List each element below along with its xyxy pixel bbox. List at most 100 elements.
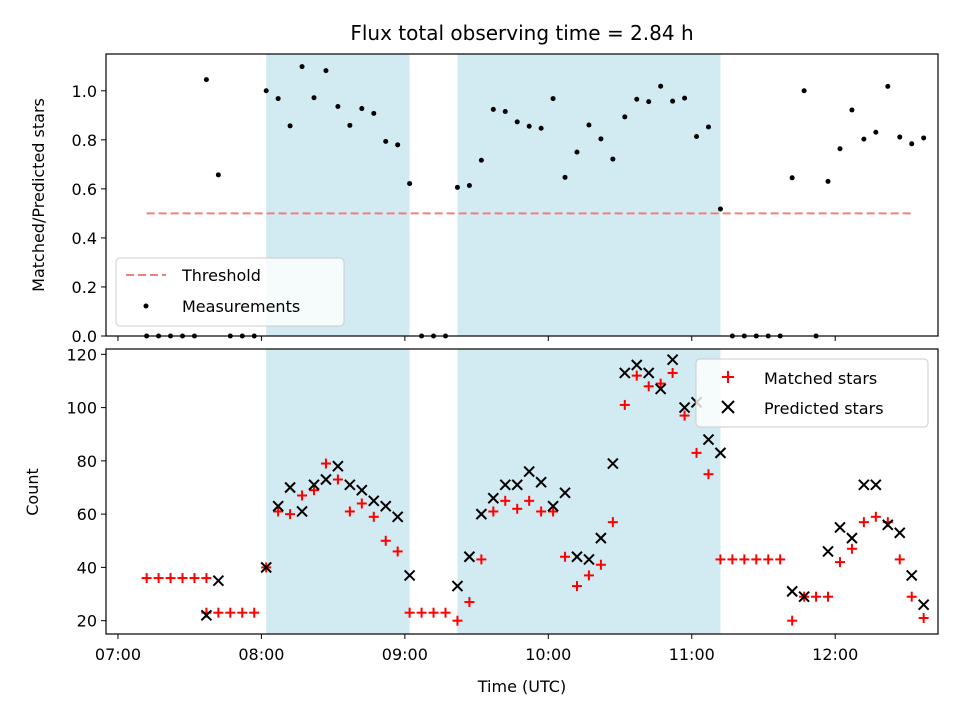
measurement-point — [335, 104, 341, 110]
predicted-star-marker — [403, 569, 416, 582]
matched-star-marker — [488, 506, 499, 517]
predicted-star-marker — [391, 511, 404, 523]
matched-legend-swatch — [722, 371, 734, 383]
predicted-star-marker — [917, 598, 930, 611]
x-axis-label: Time (UTC) — [477, 677, 566, 696]
predicted-star-marker — [595, 532, 607, 544]
count-x-ticks: 07:00 08:00 09:00 10:00 11:00 12:00 — [95, 634, 858, 664]
ratio-y-axis-label: Matched/Predicted stars — [29, 98, 48, 292]
matched-star-marker — [655, 378, 666, 389]
x-tick-label: 08:00 — [238, 645, 284, 664]
measurement-point — [921, 135, 927, 141]
matched-star-marker — [273, 506, 284, 517]
predicted-star-marker — [284, 481, 296, 494]
measurement-point — [682, 95, 688, 101]
predicted-star-marker — [714, 447, 727, 459]
matched-star-marker — [416, 607, 427, 618]
predicted-star-marker — [607, 457, 619, 470]
matched-star-marker — [846, 543, 857, 554]
measurement-point — [311, 95, 317, 101]
matched-star-marker — [536, 506, 547, 517]
matched-star-marker — [356, 498, 367, 509]
ratio-x-ticks — [117, 336, 836, 341]
y-tick-label: 120 — [66, 345, 97, 364]
predicted-star-marker — [332, 460, 344, 472]
matched-star-marker — [237, 607, 248, 618]
predicted-star-marker — [834, 521, 846, 534]
count-y-axis-label: Count — [23, 468, 42, 516]
x-tick-label: 09:00 — [382, 645, 428, 664]
ratio-panel: 0.0 0.2 0.4 0.6 0.8 1.0 Matched/Predicted sta… — [29, 53, 939, 346]
matched-legend-label: Matched stars — [764, 369, 877, 388]
matched-star-marker — [823, 591, 834, 602]
x-tick-label: 12:00 — [812, 645, 858, 664]
measurement-point — [371, 110, 377, 116]
y-tick-label: 0.0 — [72, 327, 97, 346]
matched-star-marker — [392, 546, 403, 557]
predicted-star-marker — [463, 551, 476, 563]
matched-star-marker — [691, 447, 702, 458]
measurement-point — [395, 142, 401, 148]
matched-star-marker — [141, 573, 152, 584]
measurement-point — [634, 96, 640, 102]
count-legend-box — [695, 358, 929, 428]
predicted-legend-label: Predicted stars — [764, 399, 884, 418]
measurement-point — [514, 119, 520, 125]
matched-star-marker — [679, 410, 690, 421]
predicted-star-marker — [535, 476, 547, 488]
ratio-legend-box — [115, 257, 345, 327]
measurement-point — [610, 156, 616, 162]
predicted-star-marker — [905, 569, 918, 582]
measurement-point — [849, 107, 855, 113]
measurement-point — [717, 206, 723, 212]
predicted-star-marker — [619, 367, 631, 379]
count-shaded-interval-1 — [457, 349, 721, 634]
predicted-star-marker — [666, 353, 679, 366]
y-tick-label: 0.4 — [72, 229, 97, 248]
measurement-point — [550, 96, 556, 102]
y-tick-label: 0.2 — [72, 278, 97, 297]
ratio-shaded-interval-1 — [457, 54, 721, 336]
ratio-shaded-intervals — [266, 54, 721, 336]
predicted-star-marker — [846, 532, 858, 544]
ratio-legend: Threshold Measurements — [115, 257, 345, 327]
measurement-point — [586, 122, 592, 128]
predicted-star-marker — [631, 359, 643, 371]
measurement-legend-label: Measurements — [182, 297, 300, 316]
matched-star-marker — [309, 485, 319, 496]
matched-star-marker — [225, 607, 236, 618]
matched-star-marker — [500, 495, 511, 506]
matched-star-marker — [177, 573, 188, 584]
matched-star-marker — [548, 506, 559, 517]
measurement-point — [873, 129, 879, 135]
measurement-point — [347, 122, 353, 128]
predicted-star-marker — [499, 479, 511, 491]
predicted-star-marker — [260, 561, 272, 574]
measurement-point — [694, 133, 700, 139]
matched-star-marker — [571, 581, 582, 592]
matched-star-marker — [739, 554, 750, 565]
matched-star-marker — [297, 490, 308, 501]
matched-star-marker — [476, 554, 487, 565]
ratio-plot-frame — [105, 53, 939, 337]
predicted-star-marker — [894, 527, 906, 539]
y-tick-label: 0.6 — [72, 180, 97, 199]
predicted-star-marker — [786, 585, 798, 598]
matched-star-marker — [918, 613, 929, 624]
matched-star-marker — [213, 607, 224, 618]
matched-star-marker — [595, 559, 606, 570]
y-tick-label: 60 — [77, 505, 97, 524]
matched-star-marker — [560, 551, 571, 562]
matched-star-marker — [787, 615, 798, 626]
predicted-star-marker — [678, 401, 691, 414]
matched-star-marker — [858, 517, 869, 528]
y-tick-label: 20 — [77, 612, 97, 631]
predicted-star-marker — [320, 473, 332, 486]
matched-star-marker — [524, 495, 535, 506]
y-tick-label: 0.8 — [72, 131, 97, 150]
matched-star-marker — [153, 573, 164, 584]
count-legend: Matched stars Predicted stars — [695, 358, 929, 428]
count-points — [141, 353, 930, 626]
matched-star-marker — [763, 554, 774, 565]
